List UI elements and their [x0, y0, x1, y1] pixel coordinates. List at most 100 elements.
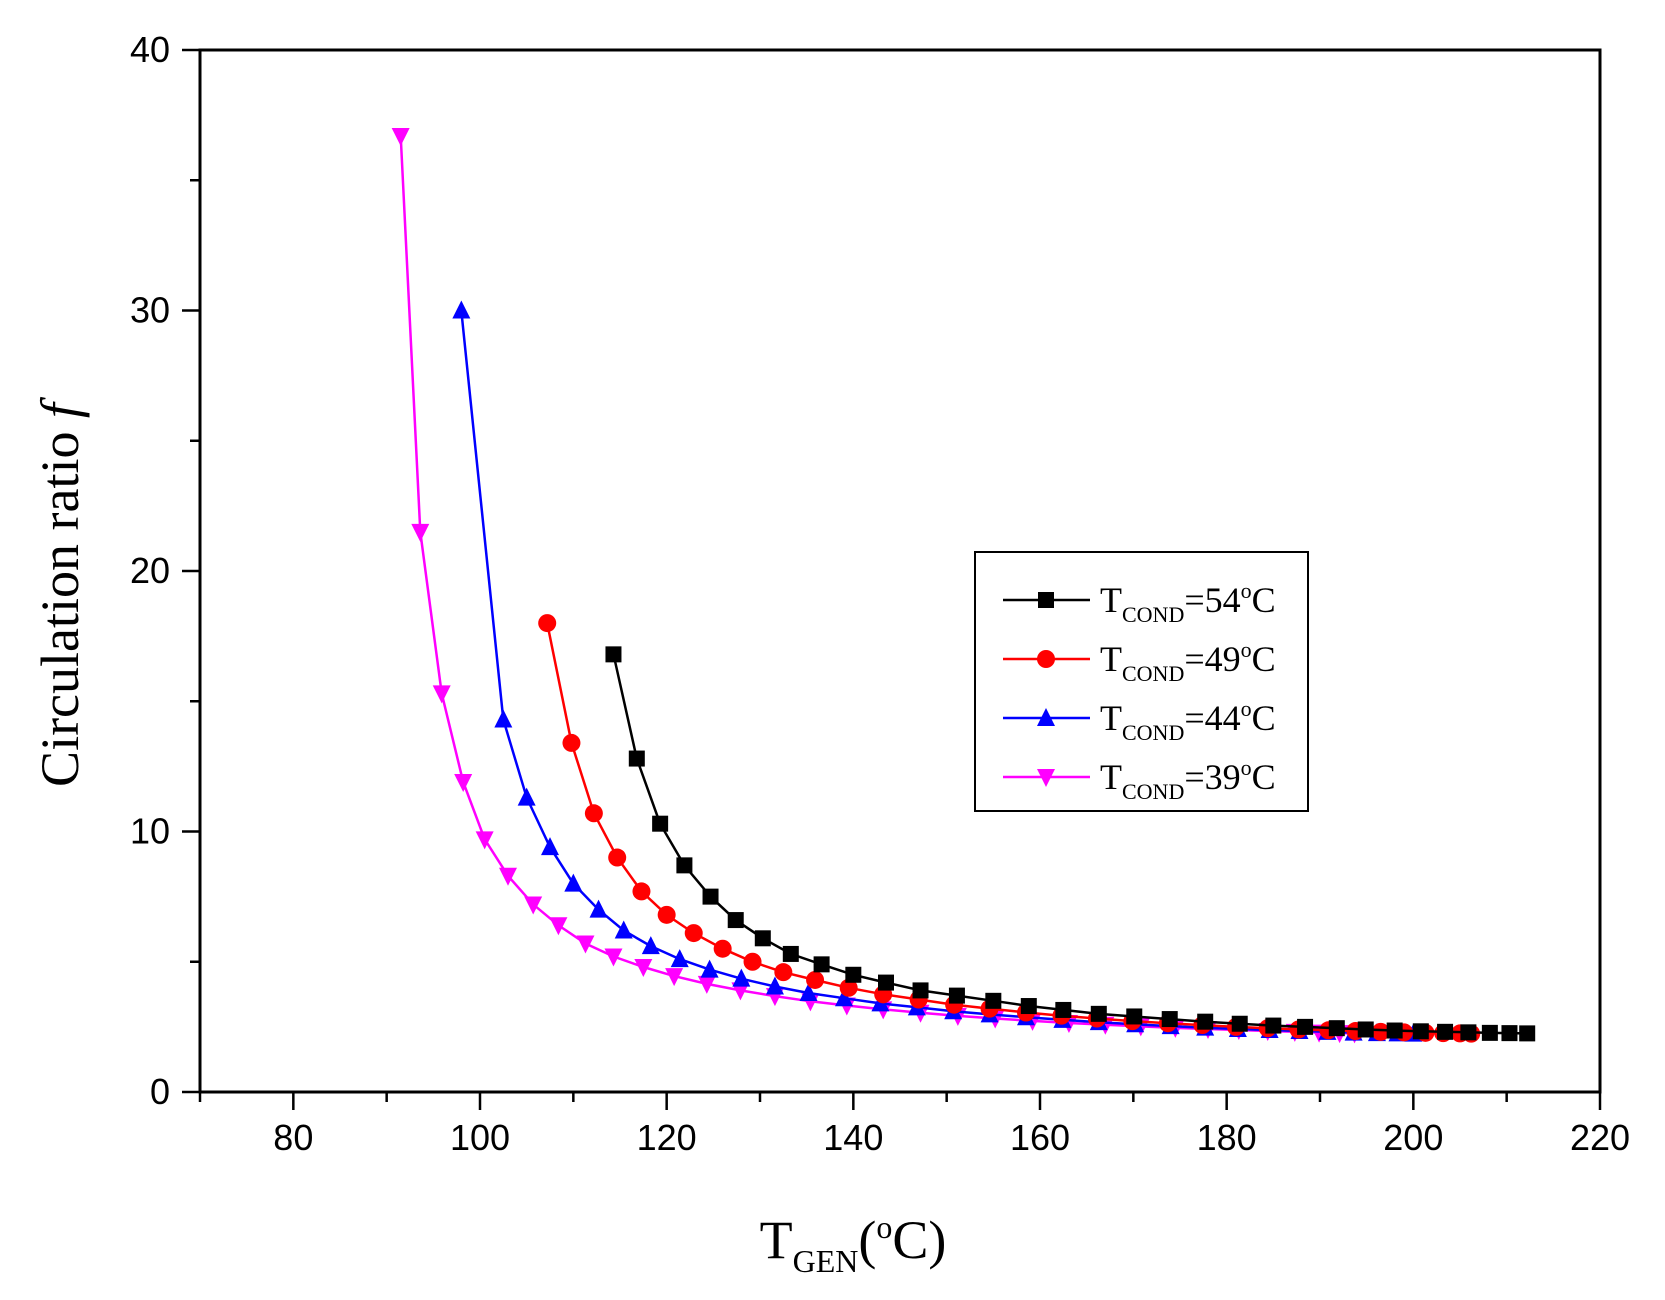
data-point — [1437, 1023, 1454, 1040]
data-point — [684, 924, 703, 943]
data-point — [605, 646, 622, 663]
legend-marker — [1037, 769, 1055, 787]
data-point — [839, 978, 858, 997]
data-point — [1371, 1022, 1390, 1041]
data-point — [727, 912, 744, 929]
data-point — [1412, 1023, 1429, 1040]
series-layer — [391, 127, 1536, 1044]
data-point — [774, 963, 793, 982]
data-point — [1297, 1018, 1314, 1035]
series-square — [605, 646, 1536, 1042]
data-point — [589, 899, 608, 918]
data-point — [702, 888, 719, 905]
data-point — [676, 857, 693, 874]
data-point — [754, 930, 771, 947]
y-tick-label: 40 — [130, 29, 170, 70]
data-point — [845, 966, 862, 983]
legend-item: TCOND=39oC — [1003, 755, 1276, 804]
y-axis-title: Circulation ratio f — [30, 396, 90, 787]
data-point — [697, 975, 716, 994]
data-point — [1519, 1025, 1536, 1042]
legend-item: TCOND=54oC — [1003, 578, 1276, 627]
legend-label: TCOND=44oC — [1100, 696, 1276, 745]
data-point — [641, 936, 660, 955]
data-point — [499, 867, 517, 886]
data-point — [799, 983, 818, 1002]
axes: 80 100 120 140 160 180 200 220 0 10 20 30 40 — [130, 29, 1630, 1158]
data-point — [1090, 1005, 1107, 1022]
x-tick-label: 140 — [823, 1117, 883, 1158]
x-tick-label: 100 — [450, 1117, 510, 1158]
data-point — [878, 974, 894, 991]
x-tick-label: 80 — [273, 1117, 313, 1158]
data-point — [1265, 1017, 1282, 1034]
data-point — [713, 939, 732, 958]
data-point — [494, 709, 513, 728]
data-point — [584, 804, 603, 823]
data-point — [549, 917, 568, 936]
data-point — [1501, 1025, 1518, 1042]
legend-marker — [1038, 592, 1054, 608]
data-point — [835, 988, 853, 1007]
data-point — [1328, 1020, 1345, 1037]
data-point — [1481, 1024, 1498, 1041]
plot-frame — [198, 48, 1602, 1094]
legend-item: TCOND=49oC — [1003, 637, 1276, 686]
x-tick-label: 180 — [1197, 1117, 1257, 1158]
data-point — [948, 987, 965, 1004]
legend-label: TCOND=39oC — [1100, 755, 1276, 804]
data-point — [782, 945, 799, 962]
data-point — [628, 750, 645, 767]
data-point — [1055, 1001, 1072, 1018]
legend-marker — [1037, 650, 1055, 668]
data-point — [538, 614, 557, 633]
y-tick-label: 10 — [130, 811, 170, 852]
data-point — [985, 992, 1002, 1009]
data-point — [517, 787, 536, 806]
data-point — [632, 882, 651, 901]
legend-label: TCOND=49oC — [1100, 637, 1276, 686]
data-point — [432, 685, 451, 704]
legend-item: TCOND=44oC — [1003, 696, 1276, 745]
data-point — [1126, 1008, 1143, 1025]
x-tick-label: 160 — [1010, 1117, 1070, 1158]
data-point — [1357, 1021, 1374, 1038]
legend-label: TCOND=54oC — [1100, 578, 1276, 627]
data-point — [813, 956, 830, 973]
data-point — [411, 523, 430, 542]
data-point — [391, 127, 410, 146]
x-tick-label: 120 — [637, 1117, 697, 1158]
data-point — [562, 733, 581, 752]
data-point — [1231, 1015, 1248, 1032]
data-point — [1386, 1022, 1403, 1039]
data-point — [806, 970, 825, 989]
data-point — [731, 982, 750, 1001]
y-tick-label: 20 — [130, 550, 170, 591]
data-point — [524, 896, 543, 915]
data-point — [614, 920, 633, 939]
data-point — [454, 774, 473, 793]
data-point — [452, 300, 471, 319]
x-axis-title: TGEN(oC) — [760, 1209, 947, 1279]
data-point — [541, 837, 559, 856]
legend-box — [974, 551, 1309, 812]
data-point — [576, 935, 595, 954]
data-point — [1197, 1013, 1214, 1030]
data-point — [665, 968, 684, 987]
data-point — [912, 982, 929, 999]
data-point — [765, 976, 784, 995]
data-point — [608, 848, 627, 867]
data-point — [1020, 998, 1037, 1015]
data-point — [657, 905, 676, 924]
data-point — [1460, 1024, 1477, 1041]
legend-marker — [1037, 708, 1055, 726]
y-tick-label: 30 — [130, 290, 170, 331]
x-tick-label: 220 — [1570, 1117, 1630, 1158]
data-point — [1161, 1011, 1178, 1028]
data-point — [700, 959, 719, 978]
data-point — [670, 949, 689, 968]
legend: TCOND=54oC TCOND=49oC TCOND=44oC TCOND=39oC — [974, 551, 1309, 812]
data-point — [475, 831, 494, 850]
data-point — [604, 948, 623, 967]
